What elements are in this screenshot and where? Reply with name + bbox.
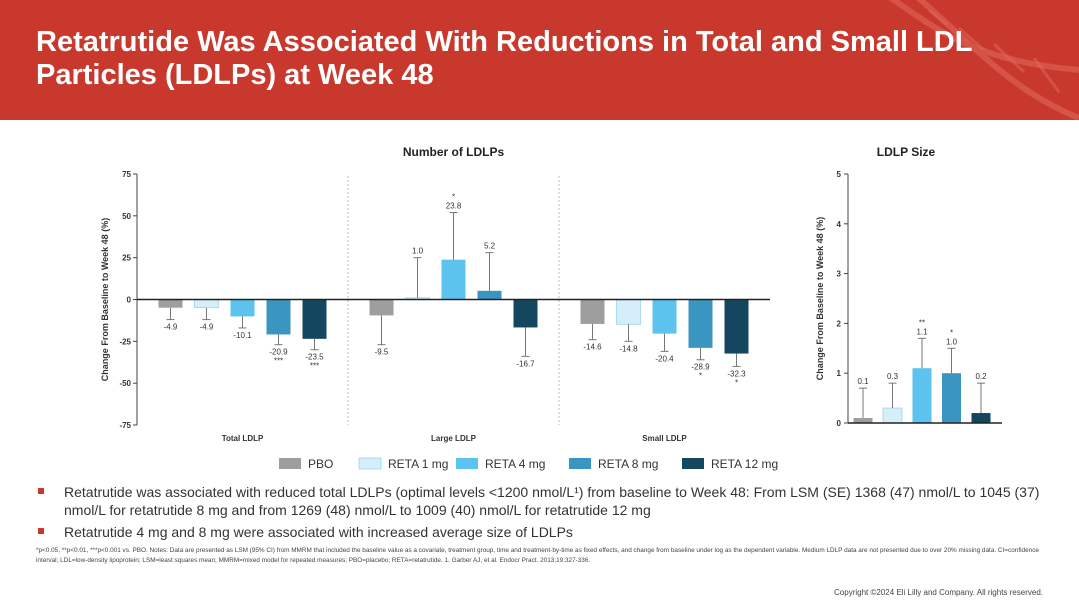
y-tick-label: 50 bbox=[122, 212, 131, 221]
bullet-item: Retatrutide was associated with reduced … bbox=[36, 483, 1056, 519]
data-label: -4.9 bbox=[164, 323, 178, 332]
x-tick-label: Total LDLP bbox=[222, 434, 264, 443]
bar bbox=[369, 299, 394, 316]
x-tick-label: Large LDLP bbox=[431, 434, 477, 443]
data-label: -32.3 bbox=[727, 369, 746, 378]
legend-swatch bbox=[682, 458, 704, 469]
legend-swatch bbox=[279, 458, 301, 469]
chart-title: Number of LDLPs bbox=[403, 145, 505, 159]
significance-marker: * bbox=[699, 372, 702, 381]
bar bbox=[477, 290, 502, 300]
legend-swatch bbox=[569, 458, 591, 469]
bullet-text: Retatrutide 4 mg and 8 mg were associate… bbox=[64, 524, 573, 540]
data-label: -10.1 bbox=[233, 331, 252, 340]
data-label: -14.6 bbox=[583, 343, 602, 352]
significance-marker: *** bbox=[310, 362, 319, 371]
bar bbox=[616, 299, 641, 325]
bullet-item: Retatrutide 4 mg and 8 mg were associate… bbox=[36, 523, 1056, 541]
significance-marker: * bbox=[735, 378, 738, 387]
significance-marker: * bbox=[452, 192, 455, 201]
y-tick-label: 2 bbox=[837, 319, 842, 328]
bar bbox=[441, 259, 466, 300]
y-tick-label: -25 bbox=[119, 337, 131, 346]
bar bbox=[158, 299, 183, 308]
data-label: -9.5 bbox=[375, 348, 389, 357]
data-label: 0.3 bbox=[887, 372, 899, 381]
y-tick-label: 0 bbox=[127, 296, 132, 305]
legend-label: RETA 8 mg bbox=[598, 457, 658, 471]
y-axis-label: Change From Baseline to Week 48 (%) bbox=[100, 218, 110, 381]
legend-label: RETA 12 mg bbox=[711, 457, 778, 471]
legend-label: RETA 1 mg bbox=[388, 457, 448, 471]
legend-label: RETA 4 mg bbox=[485, 457, 545, 471]
data-label: 5.2 bbox=[484, 242, 496, 251]
bar bbox=[194, 299, 219, 309]
y-tick-label: 1 bbox=[837, 369, 842, 378]
slide-title: Retatrutide Was Associated With Reductio… bbox=[36, 26, 972, 91]
data-label: -28.9 bbox=[691, 363, 710, 372]
data-label: -14.8 bbox=[619, 344, 638, 353]
bar bbox=[724, 299, 749, 354]
bar bbox=[942, 373, 961, 423]
bar bbox=[652, 299, 677, 334]
bar bbox=[266, 299, 291, 335]
copyright: Copyright ©2024 Eli Lilly and Company. A… bbox=[834, 588, 1043, 597]
y-axis-label: Change From Baseline to Week 48 (%) bbox=[815, 217, 825, 380]
significance-marker: ** bbox=[919, 318, 925, 327]
data-label: -20.9 bbox=[269, 348, 288, 357]
significance-marker: *** bbox=[274, 357, 283, 366]
bar bbox=[853, 418, 873, 423]
y-tick-label: -50 bbox=[119, 379, 131, 388]
y-tick-label: 4 bbox=[837, 220, 842, 229]
bullet-list: Retatrutide was associated with reduced … bbox=[36, 483, 1056, 545]
y-tick-label: 0 bbox=[837, 419, 842, 428]
data-label: 23.8 bbox=[446, 201, 462, 210]
data-label: 0.1 bbox=[857, 377, 869, 386]
data-label: -16.7 bbox=[516, 359, 535, 368]
data-label: 0.2 bbox=[975, 372, 987, 381]
y-tick-label: -75 bbox=[119, 421, 131, 430]
bar bbox=[912, 368, 932, 423]
data-label: 1.1 bbox=[916, 327, 928, 336]
bar bbox=[513, 299, 538, 328]
footnote: *p<0.05, **p<0.01, ***p<0.001 vs. PBO. N… bbox=[36, 547, 1039, 564]
bar bbox=[580, 299, 605, 324]
data-label: -23.5 bbox=[305, 353, 324, 362]
x-tick-label: Small LDLP bbox=[642, 434, 687, 443]
legend-swatch bbox=[456, 458, 478, 469]
legend-label: PBO bbox=[308, 457, 333, 471]
significance-marker: * bbox=[950, 328, 953, 337]
y-tick-label: 25 bbox=[122, 254, 131, 263]
bar bbox=[688, 299, 713, 348]
data-label: 1.0 bbox=[946, 337, 958, 346]
bar bbox=[971, 413, 991, 423]
title-banner: Retatrutide Was Associated With Reductio… bbox=[0, 0, 1079, 120]
bullet-marker-icon bbox=[38, 528, 44, 534]
legend-swatch bbox=[358, 457, 382, 470]
dna-helix-decoration bbox=[888, 0, 1079, 120]
bar bbox=[302, 299, 327, 339]
data-label: -20.4 bbox=[655, 354, 674, 363]
y-tick-label: 5 bbox=[837, 170, 842, 179]
bar bbox=[230, 299, 255, 317]
bar bbox=[882, 407, 903, 424]
y-tick-label: 75 bbox=[122, 170, 131, 179]
bullet-marker-icon bbox=[38, 488, 44, 494]
y-tick-label: 3 bbox=[837, 270, 842, 279]
data-label: -4.9 bbox=[200, 323, 214, 332]
data-label: 1.0 bbox=[412, 247, 424, 256]
chart-title: LDLP Size bbox=[877, 145, 936, 159]
bullet-text: Retatrutide was associated with reduced … bbox=[64, 484, 1040, 518]
